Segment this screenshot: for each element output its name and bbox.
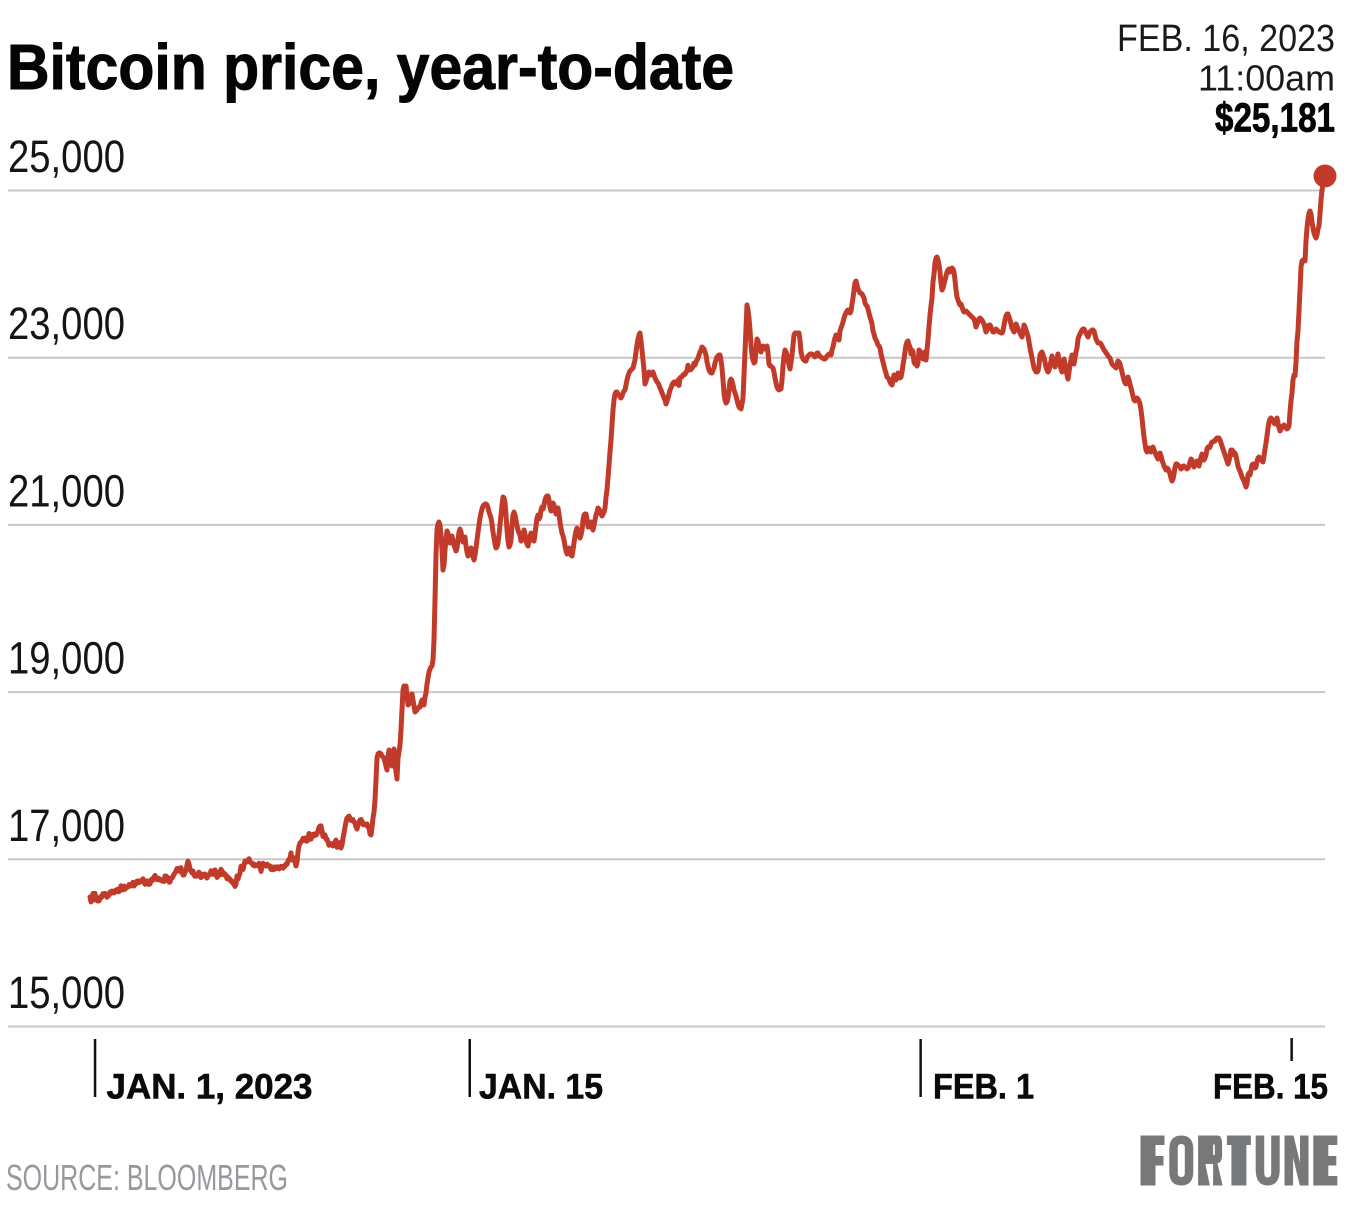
svg-text:Bitcoin price, year-to-date: Bitcoin price, year-to-date: [7, 31, 734, 103]
svg-text:17,000: 17,000: [8, 800, 125, 851]
svg-text:FEB. 1: FEB. 1: [933, 1067, 1034, 1107]
svg-text:21,000: 21,000: [8, 465, 125, 516]
svg-text:JAN. 1, 2023: JAN. 1, 2023: [107, 1067, 313, 1107]
svg-text:$25,181: $25,181: [1215, 95, 1335, 141]
svg-text:SOURCE: BLOOMBERG: SOURCE: BLOOMBERG: [6, 1157, 288, 1198]
svg-text:JAN. 15: JAN. 15: [479, 1067, 603, 1107]
svg-text:FEB. 15: FEB. 15: [1213, 1067, 1328, 1107]
svg-text:25,000: 25,000: [8, 131, 125, 182]
svg-text:23,000: 23,000: [8, 298, 125, 349]
svg-text:19,000: 19,000: [8, 633, 125, 684]
svg-text:FEB. 16, 2023: FEB. 16, 2023: [1117, 18, 1335, 60]
svg-text:15,000: 15,000: [8, 967, 125, 1018]
svg-text:11:00am: 11:00am: [1198, 58, 1335, 99]
